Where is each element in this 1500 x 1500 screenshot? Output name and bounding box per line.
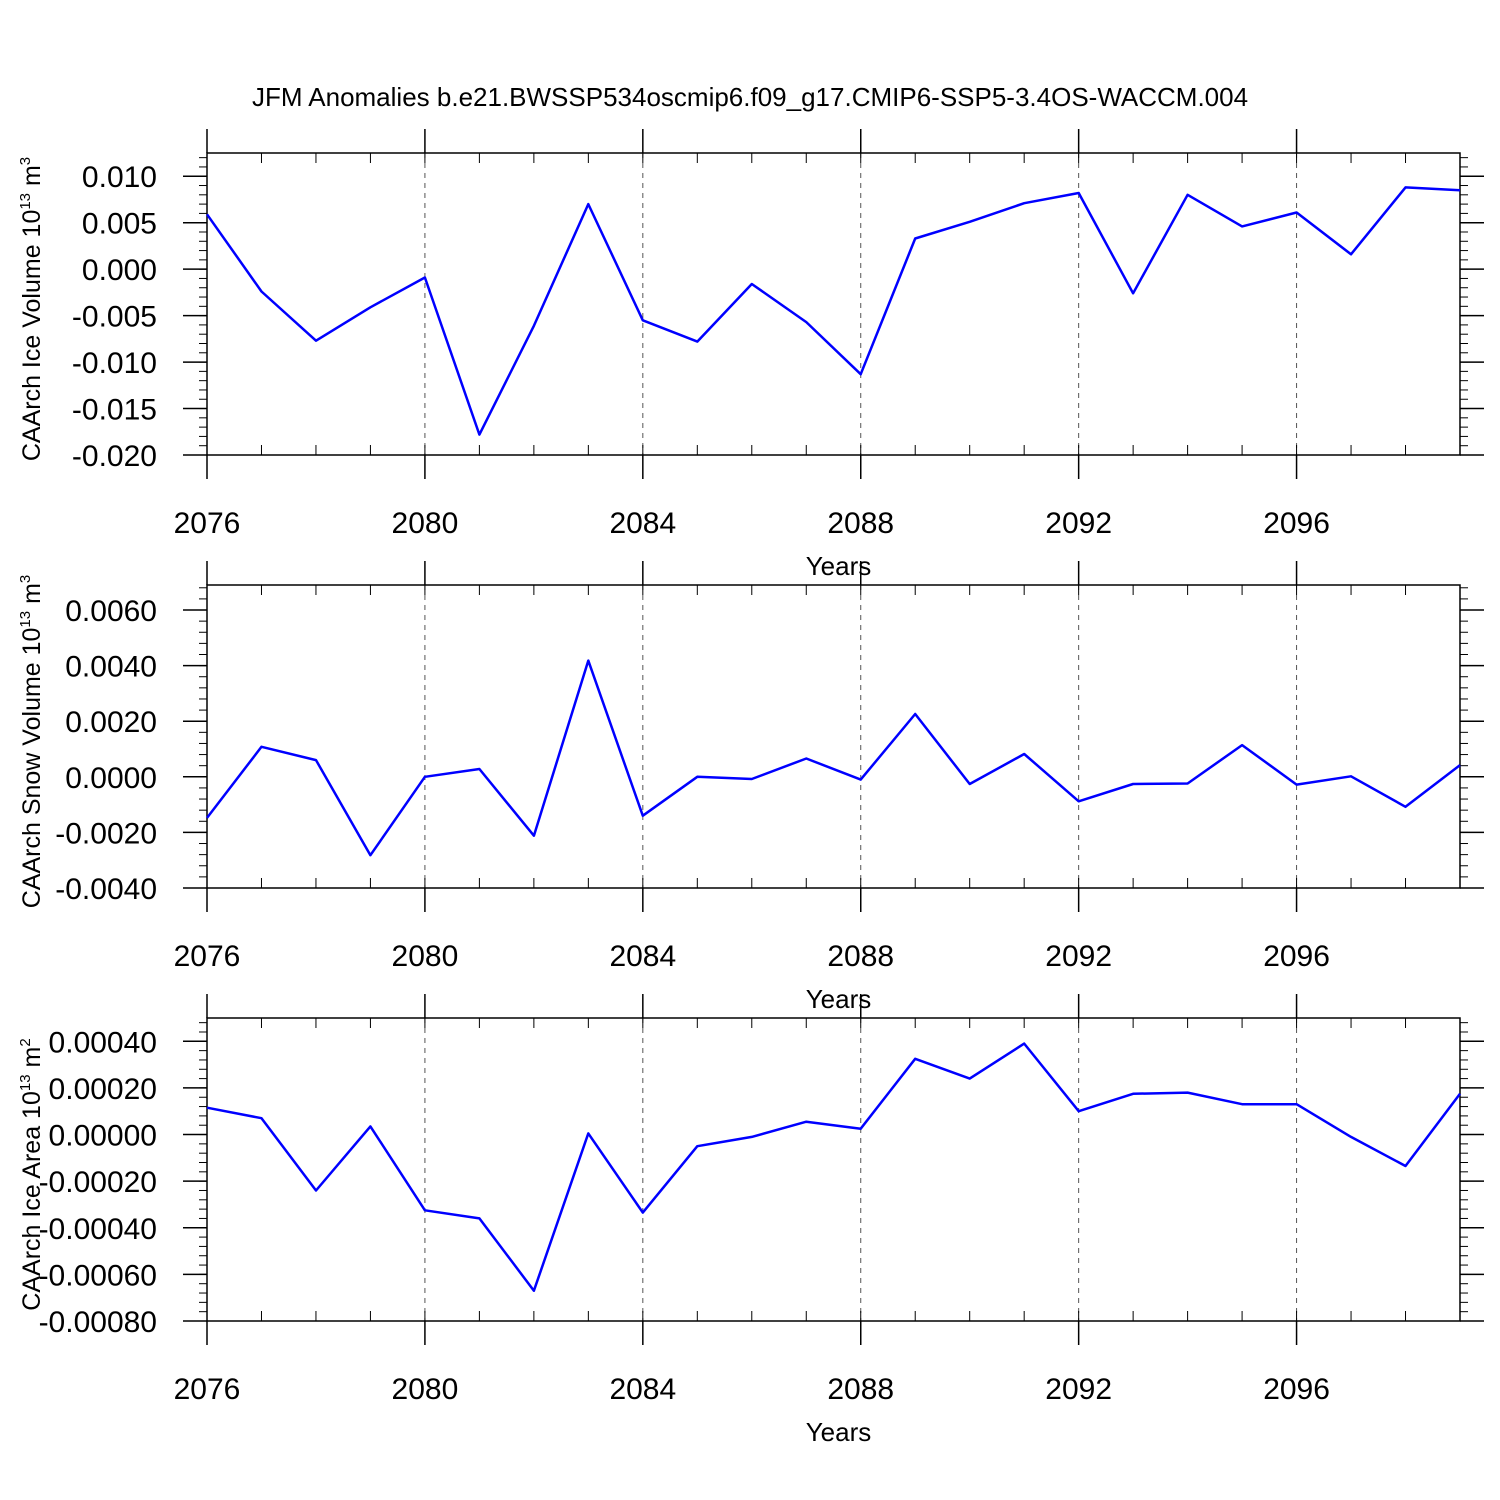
x-tick-label: 2096: [1263, 507, 1330, 540]
x-tick-label: 2088: [827, 1373, 894, 1406]
y-tick-label: -0.020: [72, 440, 157, 473]
y-tick-label: -0.00020: [39, 1166, 157, 1199]
plot-frame: [206, 1017, 1461, 1322]
y-tick-label: 0.005: [82, 208, 157, 241]
x-tick-label: 2076: [174, 507, 241, 540]
y-axis-title: CAArch Ice Area 1013 m2: [17, 1038, 46, 1310]
y-axis-title-unit-exponent: 3: [17, 157, 34, 165]
x-axis-title: Years: [806, 1417, 872, 1447]
plot-frame: [206, 152, 1461, 456]
x-tick-label: 2076: [174, 1373, 241, 1406]
panel-2: 2076 2080 2084 2088 2092 2096 0.0060 0.0040 0.00…: [17, 561, 1484, 1014]
panel-3: 2076 2080 2084 2088 2092 2096 0.00040 0.00020 0.…: [17, 994, 1484, 1447]
x-tick-label: 2084: [609, 940, 676, 973]
y-axis-title-exponent: 13: [17, 611, 34, 628]
y-tick-label: -0.010: [72, 347, 157, 380]
y-tick-label: 0.000: [82, 254, 157, 287]
x-tick-label: 2084: [609, 1373, 676, 1406]
y-tick-label: -0.0020: [55, 817, 157, 850]
x-tick-label: 2096: [1263, 940, 1330, 973]
y-tick-label: 0.0040: [65, 651, 157, 684]
y-tick-label: 0.00000: [49, 1120, 157, 1153]
series-line: [206, 1042, 1461, 1292]
figure-title: JFM Anomalies b.e21.BWSSP534oscmip6.f09_…: [252, 82, 1248, 112]
x-tick-label: 2096: [1263, 1373, 1330, 1406]
y-axis-title-unit: m: [18, 165, 46, 193]
series-line: [206, 659, 1461, 857]
y-axis-title-exponent: 13: [17, 1074, 34, 1091]
y-axis-title: CAArch Snow Volume 1013 m3: [17, 575, 46, 909]
y-tick-label: -0.005: [72, 301, 157, 334]
plot-frame: [206, 584, 1461, 889]
y-tick-label: 0.00020: [49, 1073, 157, 1106]
y-axis-title-text: CAArch Ice Area 10: [18, 1091, 46, 1311]
y-axis-title-unit-exponent: 2: [17, 1038, 34, 1046]
y-tick-label: -0.00060: [39, 1259, 157, 1292]
y-axis-title-text: CAArch Snow Volume 10: [18, 628, 46, 909]
y-axis-title-exponent: 13: [17, 193, 34, 210]
y-tick-label: -0.00040: [39, 1213, 157, 1246]
panel-1: 2076 2080 2084 2088 2092 2096 0.010 0.005 0.000 -…: [17, 129, 1484, 581]
x-tick-label: 2088: [827, 507, 894, 540]
y-tick-label: -0.00080: [39, 1306, 157, 1339]
y-tick-label: 0.0020: [65, 706, 157, 739]
x-tick-label: 2080: [392, 507, 459, 540]
x-tick-label: 2092: [1045, 507, 1112, 540]
x-tick-label: 2080: [392, 940, 459, 973]
y-tick-label: 0.00040: [49, 1026, 157, 1059]
y-axis-title-unit: m: [18, 1047, 46, 1075]
y-axis-title-unit: m: [18, 583, 46, 611]
y-axis-title-text: CAArch Ice Volume 10: [18, 210, 46, 462]
panels: 2076 2080 2084 2088 2092 2096 0.010 0.005 0.000 -…: [17, 129, 1484, 1447]
x-tick-label: 2092: [1045, 940, 1112, 973]
y-axis-title-unit-exponent: 3: [17, 575, 34, 583]
y-tick-label: 0.0000: [65, 762, 157, 795]
y-tick-label: 0.0060: [65, 595, 157, 628]
series-line: [205, 186, 1461, 436]
x-tick-label: 2076: [174, 940, 241, 973]
y-tick-label: -0.0040: [55, 873, 157, 906]
y-tick-label: -0.015: [72, 394, 157, 427]
x-tick-label: 2084: [609, 507, 676, 540]
y-tick-label: 0.010: [82, 161, 157, 194]
y-axis-title: CAArch Ice Volume 1013 m3: [17, 157, 46, 461]
x-tick-label: 2088: [827, 940, 894, 973]
x-tick-label: 2080: [392, 1373, 459, 1406]
x-tick-label: 2092: [1045, 1373, 1112, 1406]
